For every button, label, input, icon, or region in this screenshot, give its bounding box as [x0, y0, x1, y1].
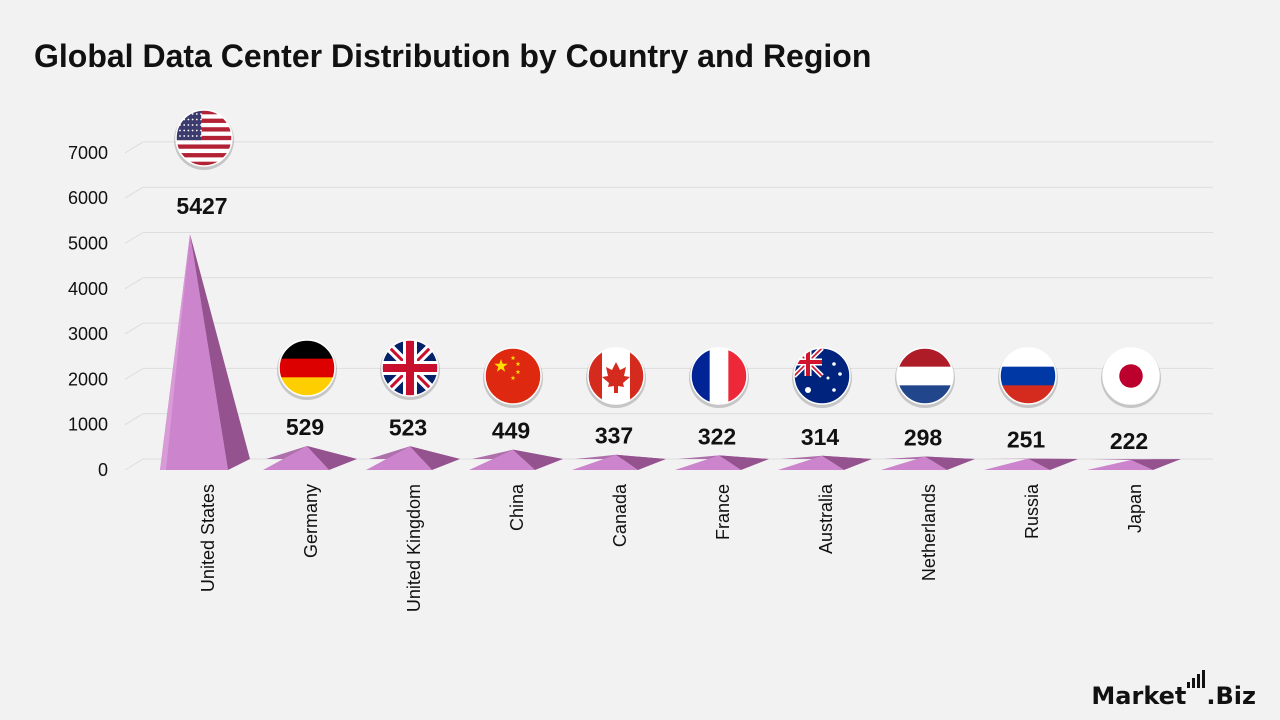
flag-border	[793, 347, 851, 405]
bar-france	[675, 455, 769, 470]
value-label: 337	[595, 423, 633, 449]
value-label: 449	[492, 418, 530, 444]
brand-bars-icon	[1187, 670, 1206, 688]
y-tick-label: 7000	[68, 143, 108, 163]
value-label: 322	[698, 423, 736, 449]
flag-border	[381, 339, 439, 397]
category-label: France	[713, 484, 733, 540]
russia-flag-icon	[1000, 348, 1056, 404]
bar-united-kingdom	[366, 446, 460, 470]
japan-flag-icon	[1103, 348, 1159, 404]
chart-title: Global Data Center Distribution by Count…	[34, 38, 872, 74]
category-label: Germany	[301, 484, 321, 558]
grid-line-diagonal	[124, 141, 144, 154]
value-label: 314	[801, 424, 840, 450]
flag-border	[999, 347, 1057, 405]
category-label: Russia	[1022, 483, 1042, 539]
grid-line-diagonal	[124, 322, 144, 335]
grid-line-diagonal	[124, 413, 144, 426]
category-label: United Kingdom	[404, 484, 424, 612]
grid-line-diagonal	[124, 186, 144, 199]
bar-china	[469, 449, 563, 470]
y-tick-label: 0	[98, 460, 108, 480]
brand-name-b: .Biz	[1206, 682, 1256, 710]
bar-netherlands	[881, 456, 975, 470]
bar-australia	[778, 455, 872, 470]
value-label: 251	[1007, 427, 1046, 453]
grid-line-diagonal	[124, 277, 144, 290]
netherlands-flag-icon	[897, 348, 953, 404]
flag-border	[587, 347, 645, 405]
germany-flag-icon	[279, 340, 335, 396]
value-label: 529	[286, 414, 324, 440]
category-label: Australia	[816, 483, 836, 554]
brand-logo: Market .Biz	[1091, 670, 1256, 710]
bar-germany	[263, 446, 357, 470]
flag-border	[1102, 347, 1160, 405]
category-label: United States	[198, 484, 218, 592]
y-tick-label: 4000	[68, 279, 108, 299]
grid-line-diagonal	[124, 458, 144, 471]
france-flag-icon	[691, 348, 747, 404]
flag-border	[484, 347, 542, 405]
y-tick-label: 6000	[68, 188, 108, 208]
bar-russia	[984, 458, 1078, 470]
bar-united-states	[160, 234, 250, 470]
y-tick-label: 2000	[68, 369, 108, 389]
value-label: 222	[1110, 428, 1148, 454]
value-label: 523	[389, 414, 427, 440]
brand-name-a: Market	[1091, 682, 1187, 710]
category-label: Canada	[610, 483, 630, 547]
bar-japan	[1087, 459, 1181, 470]
flag-border	[896, 347, 954, 405]
uk-flag-icon	[382, 340, 438, 396]
y-tick-label: 5000	[68, 234, 108, 254]
flag-border	[278, 339, 336, 397]
value-label: 298	[904, 425, 943, 451]
flag-border	[175, 109, 233, 167]
bar-canada	[572, 454, 666, 470]
category-label: Japan	[1125, 484, 1145, 533]
value-label: 5427	[176, 193, 227, 219]
us-flag-icon	[176, 110, 232, 166]
y-tick-label: 3000	[68, 324, 108, 344]
grid-line-diagonal	[124, 367, 144, 380]
grid-line-diagonal	[124, 232, 144, 244]
category-label: Netherlands	[919, 484, 939, 581]
china-flag-icon	[485, 348, 541, 404]
flag-border	[690, 347, 748, 405]
category-label: China	[507, 483, 527, 531]
y-tick-label: 1000	[68, 415, 108, 435]
